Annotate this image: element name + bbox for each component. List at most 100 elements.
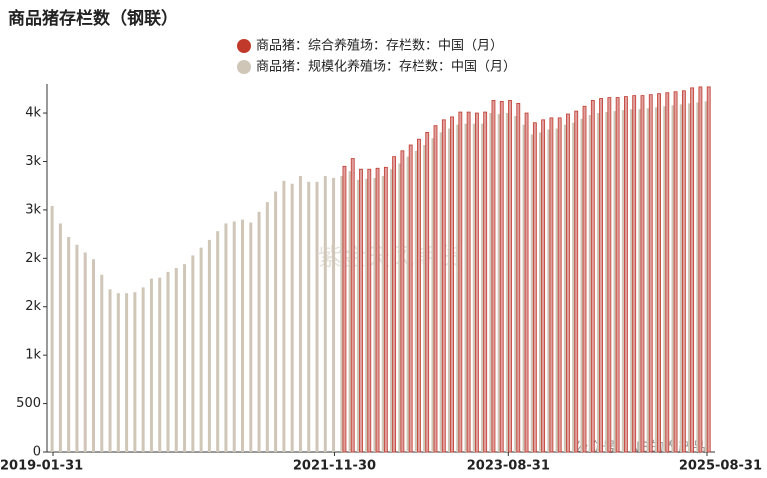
bar [572,122,576,452]
y-tick-label: 3k [25,202,41,217]
bar [638,109,642,452]
bar [505,113,509,452]
bar [381,176,385,452]
bar [158,277,162,452]
bar [383,166,388,453]
bar [67,237,71,452]
bar [582,105,587,453]
bar [398,163,402,452]
bar [350,158,355,453]
bar [607,97,612,453]
bar [199,247,203,452]
bar [657,93,661,453]
bar [447,128,451,452]
y-tick-label: 3k [25,154,41,169]
bar [224,223,228,452]
bar [400,150,405,453]
bar [588,114,592,452]
bar [566,113,570,453]
bar [241,219,245,452]
bar [679,104,683,452]
bar [207,239,211,452]
bar [367,168,372,453]
bar [390,169,394,452]
bar [497,114,501,452]
y-tick-label: 0 [33,445,41,460]
bar [615,97,620,453]
bar [307,181,311,452]
bar [704,101,708,452]
y-tick-label: 4k [25,106,41,121]
bar [183,264,187,452]
bar [654,107,658,453]
legend-label: 商品猪：综合养殖场：存栏数：中国（月） [256,38,503,54]
bar [599,98,603,453]
bar [456,124,460,453]
bar [491,100,496,453]
legend-marker [237,60,251,74]
bar [282,180,286,452]
bar [630,109,634,452]
bar [356,179,360,452]
bar [690,87,695,453]
bar [116,293,120,452]
bar [671,105,675,452]
bar [696,102,700,453]
bar [425,132,430,453]
bar [541,119,546,453]
bar [547,129,551,452]
bar [174,268,178,452]
bar [681,90,686,453]
bar [348,171,352,452]
bar [58,223,62,452]
bar [648,94,653,453]
bar [257,211,261,452]
bar [408,144,413,453]
y-tick-label: 500 [16,396,41,411]
bar [166,271,170,452]
bar [406,156,410,452]
bar [489,113,493,452]
bar [458,111,463,453]
bar [698,86,703,453]
bar [216,231,220,452]
x-tick-label: 2021-11-30 [293,459,376,474]
x-tick-label: 2025-08-31 [679,459,762,474]
bar [450,116,454,453]
chart-title: 商品猪存栏数（钢联） [8,8,178,29]
bar [688,103,692,453]
y-tick-label: 2k [25,251,41,266]
bar [563,124,567,453]
bar [392,156,397,453]
bar [50,206,54,452]
bar [632,95,637,453]
legend-marker [237,39,251,53]
x-tick-label: 2023-08-31 [467,459,550,474]
x-tick-label: 2019-01-31 [0,459,83,474]
bar [516,102,521,453]
bar [472,123,476,452]
bar [464,123,468,452]
bar [483,111,488,453]
bar [290,183,294,452]
bar [439,132,443,452]
bar [539,132,543,452]
bar [373,177,377,453]
bar [646,108,650,453]
bar [414,150,418,453]
bar [663,106,667,452]
bar [549,117,554,453]
bar [596,113,600,452]
bar [375,167,380,453]
bar [499,101,504,453]
bar [133,292,137,452]
bar [125,293,129,452]
bar [481,123,485,452]
bar [332,177,336,453]
bar [557,117,562,453]
bar [323,176,327,452]
bar [555,128,559,452]
bar [433,125,438,453]
bar [417,138,421,453]
